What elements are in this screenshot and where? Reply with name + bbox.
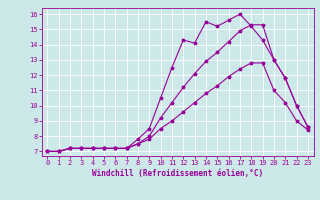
X-axis label: Windchill (Refroidissement éolien,°C): Windchill (Refroidissement éolien,°C) <box>92 169 263 178</box>
